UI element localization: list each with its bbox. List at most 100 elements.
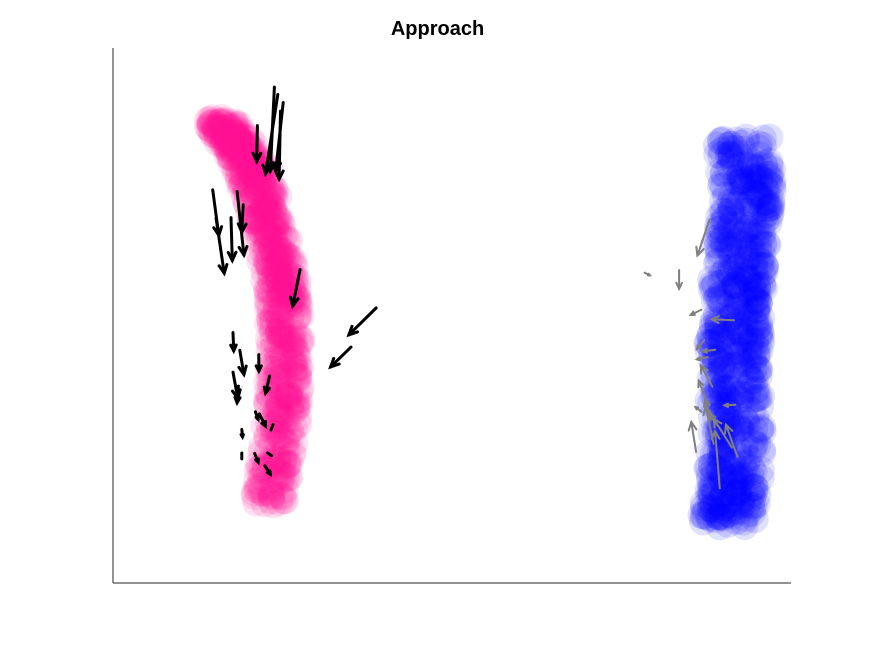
scatter-point xyxy=(725,442,754,471)
scatter-point xyxy=(722,367,751,396)
scatter-point xyxy=(702,131,731,160)
scatter-point xyxy=(738,366,767,395)
scatter-point xyxy=(746,464,775,493)
scatter-point xyxy=(255,381,284,410)
scatter-point xyxy=(699,462,728,491)
scatter-point xyxy=(740,505,769,534)
scatter-point xyxy=(725,490,754,519)
scatter-point xyxy=(265,265,293,294)
scatter-point xyxy=(264,247,293,276)
scatter-point xyxy=(735,233,764,262)
arrow xyxy=(289,268,302,310)
scatter-point xyxy=(697,481,726,510)
scatter-point xyxy=(719,477,748,506)
scatter-point xyxy=(263,257,292,286)
scatter-point xyxy=(264,345,293,374)
scatter-point xyxy=(720,361,749,390)
scatter-point xyxy=(267,311,296,340)
scatter-point xyxy=(265,389,293,418)
scatter-point xyxy=(278,440,307,469)
scatter-point xyxy=(265,283,294,311)
scatter-point xyxy=(284,385,313,414)
scatter-point xyxy=(715,383,744,412)
scatter-point xyxy=(226,129,255,158)
scatter-point xyxy=(702,224,731,253)
scatter-point xyxy=(718,294,747,323)
scatter-point xyxy=(733,381,762,410)
scatter-point xyxy=(722,318,751,347)
scatter-point xyxy=(734,215,763,244)
arrow-shaft xyxy=(707,412,723,433)
scatter-point xyxy=(278,245,307,274)
scatter-point xyxy=(251,184,280,213)
scatter-point xyxy=(702,301,731,330)
scatter-point xyxy=(265,260,293,289)
arrow-head xyxy=(254,364,263,375)
scatter-point xyxy=(695,461,724,490)
scatter-point xyxy=(727,257,756,286)
scatter-point xyxy=(753,231,782,259)
scatter-point xyxy=(256,475,285,504)
scatter-point xyxy=(714,156,742,185)
scatter-point xyxy=(717,198,746,227)
scatter-point xyxy=(745,179,773,207)
scatter-point xyxy=(705,203,734,231)
scatter-point xyxy=(216,127,245,156)
scatter-point xyxy=(757,185,786,214)
scatter-point xyxy=(240,481,269,510)
arrow xyxy=(346,306,378,338)
scatter-point xyxy=(744,311,773,340)
scatter-point xyxy=(275,226,304,255)
scatter-point xyxy=(732,151,760,180)
scatter-point xyxy=(758,167,787,196)
scatter-point xyxy=(208,111,237,140)
scatter-point xyxy=(730,455,759,484)
scatter-point xyxy=(736,150,765,179)
scatter-point xyxy=(285,377,314,406)
scatter-point xyxy=(261,214,290,243)
scatter-point xyxy=(748,417,777,446)
scatter-point xyxy=(268,381,297,410)
scatter-point xyxy=(707,432,736,461)
scatter-point xyxy=(726,161,755,190)
scatter-point xyxy=(706,269,735,298)
scatter-point xyxy=(740,248,768,277)
scatter-point xyxy=(749,149,778,178)
scatter-point xyxy=(713,446,742,475)
scatter-point xyxy=(253,226,282,255)
scatter-point xyxy=(739,198,768,227)
scatter-point xyxy=(741,308,770,336)
point-clouds-layer xyxy=(193,104,787,541)
scatter-point xyxy=(758,175,787,204)
scatter-point xyxy=(275,374,304,403)
arrow-shaft xyxy=(269,423,275,432)
scatter-point xyxy=(714,258,743,287)
scatter-point xyxy=(743,431,772,460)
arrow xyxy=(229,331,238,355)
scatter-point xyxy=(266,308,294,337)
scatter-point xyxy=(268,482,297,511)
scatter-point xyxy=(731,175,760,204)
scatter-point xyxy=(266,481,295,510)
scatter-point xyxy=(714,509,743,538)
scatter-point xyxy=(260,228,289,257)
arrow xyxy=(700,348,717,354)
scatter-point xyxy=(283,303,312,332)
scatter-point xyxy=(719,479,748,508)
scatter-point xyxy=(742,222,771,251)
scatter-point xyxy=(278,384,307,413)
scatter-point xyxy=(721,218,750,247)
scatter-point xyxy=(705,223,734,252)
scatter-point xyxy=(731,196,759,225)
scatter-point xyxy=(707,169,736,198)
scatter-point xyxy=(719,231,748,260)
scatter-point xyxy=(237,145,266,174)
scatter-point xyxy=(210,120,239,149)
scatter-point xyxy=(723,447,752,476)
scatter-point xyxy=(707,495,736,524)
arrow-shaft xyxy=(235,189,246,257)
scatter-point xyxy=(253,223,282,252)
scatter-point xyxy=(722,506,751,535)
scatter-point xyxy=(694,476,723,505)
